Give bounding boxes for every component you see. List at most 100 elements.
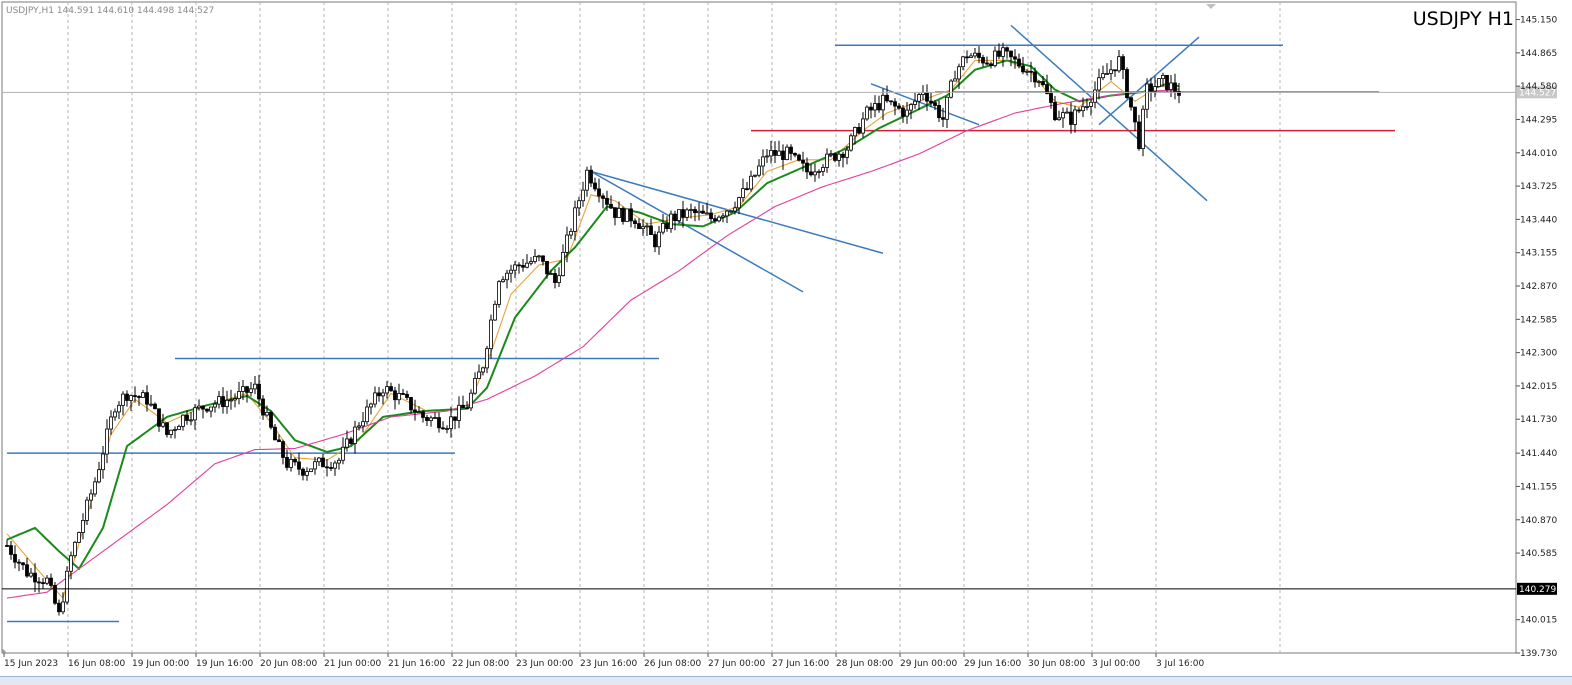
candle-body — [77, 532, 81, 543]
candle-body — [589, 169, 593, 184]
candle — [57, 599, 61, 616]
candle — [409, 396, 413, 414]
candle — [769, 140, 773, 164]
candle — [961, 55, 965, 71]
candle — [985, 56, 989, 66]
candle — [713, 214, 717, 224]
candle — [753, 174, 757, 178]
chart-title: USDJPY H1 — [1413, 8, 1514, 30]
candle — [281, 439, 285, 465]
candle-body — [897, 105, 901, 109]
candle-body — [429, 417, 433, 421]
candle-body — [737, 197, 741, 209]
candle — [461, 395, 465, 409]
candle — [249, 382, 253, 397]
candle-body — [581, 189, 585, 202]
candle-body — [141, 392, 145, 398]
candle — [121, 391, 125, 416]
candle — [597, 178, 601, 203]
candle-body — [1077, 109, 1081, 112]
candle-body — [529, 261, 533, 264]
x-tick-label: 26 Jun 08:00 — [644, 659, 701, 669]
candle — [677, 209, 681, 224]
candle-body — [709, 212, 713, 220]
trendline[interactable] — [1098, 36, 1200, 126]
candle — [529, 257, 533, 266]
candle — [273, 423, 277, 441]
x-tick-label: 15 Jun 2023 — [4, 659, 58, 669]
candle-body — [681, 209, 685, 218]
candle — [93, 477, 97, 497]
candle-body — [697, 210, 701, 214]
trendline[interactable] — [1010, 24, 1208, 202]
candle-body — [937, 105, 941, 119]
candle — [861, 112, 865, 138]
chart-shift-marker[interactable] — [1206, 4, 1216, 9]
candle-body — [349, 438, 353, 444]
candle — [621, 206, 625, 225]
candle-body — [497, 281, 501, 305]
y-tick-label: 144.580 — [1520, 82, 1557, 92]
candle-body — [1097, 77, 1101, 91]
y-tick-label: 142.585 — [1520, 315, 1557, 325]
candle-body — [661, 222, 665, 233]
candle-body — [473, 378, 477, 394]
candle-body — [557, 275, 561, 283]
candle-body — [173, 429, 177, 431]
candle-body — [129, 395, 133, 401]
candle — [781, 144, 785, 170]
candle-body — [969, 55, 973, 58]
candle-body — [929, 100, 933, 104]
candle — [497, 280, 501, 308]
candle-body — [385, 386, 389, 394]
candle-body — [821, 167, 825, 172]
x-tick-label: 3 Jul 00:00 — [1092, 659, 1141, 669]
candle-body — [745, 188, 749, 191]
candle-body — [81, 520, 85, 533]
trendline[interactable] — [590, 170, 884, 255]
candle-body — [849, 135, 853, 151]
candle-body — [1069, 111, 1073, 125]
candle-body — [5, 545, 9, 547]
candle — [1049, 84, 1053, 109]
candle — [877, 95, 881, 113]
candle — [441, 421, 445, 430]
candle — [873, 95, 877, 118]
candle — [889, 100, 893, 106]
candle — [257, 374, 261, 407]
trendline[interactable] — [590, 170, 804, 293]
candle — [377, 387, 381, 402]
candle — [37, 577, 41, 593]
candle-body — [861, 118, 865, 134]
candle — [1113, 69, 1117, 77]
candle-body — [601, 195, 605, 199]
candle — [953, 70, 957, 82]
trendline[interactable] — [870, 83, 980, 126]
candle — [125, 390, 129, 407]
candle-body — [1125, 69, 1129, 99]
candle-body — [513, 264, 517, 271]
candle — [909, 103, 913, 120]
candle-body — [573, 207, 577, 232]
candle-body — [189, 419, 193, 422]
candle — [193, 404, 197, 430]
candle — [1161, 72, 1165, 87]
y-tick-label: 141.440 — [1520, 449, 1557, 459]
candle — [649, 218, 653, 235]
candle-body — [261, 398, 265, 416]
candle — [289, 453, 293, 472]
candle — [437, 412, 441, 433]
candle — [337, 457, 341, 470]
candle-body — [729, 210, 733, 213]
candle-body — [193, 407, 197, 421]
candle-body — [637, 223, 641, 230]
candlesticks — [5, 42, 1181, 616]
y-tick-label: 141.730 — [1520, 415, 1557, 425]
candle — [697, 202, 701, 221]
candle-body — [353, 426, 357, 444]
candle — [657, 225, 661, 255]
candle — [305, 467, 309, 481]
candle-body — [281, 441, 285, 458]
candle-body — [705, 212, 709, 215]
